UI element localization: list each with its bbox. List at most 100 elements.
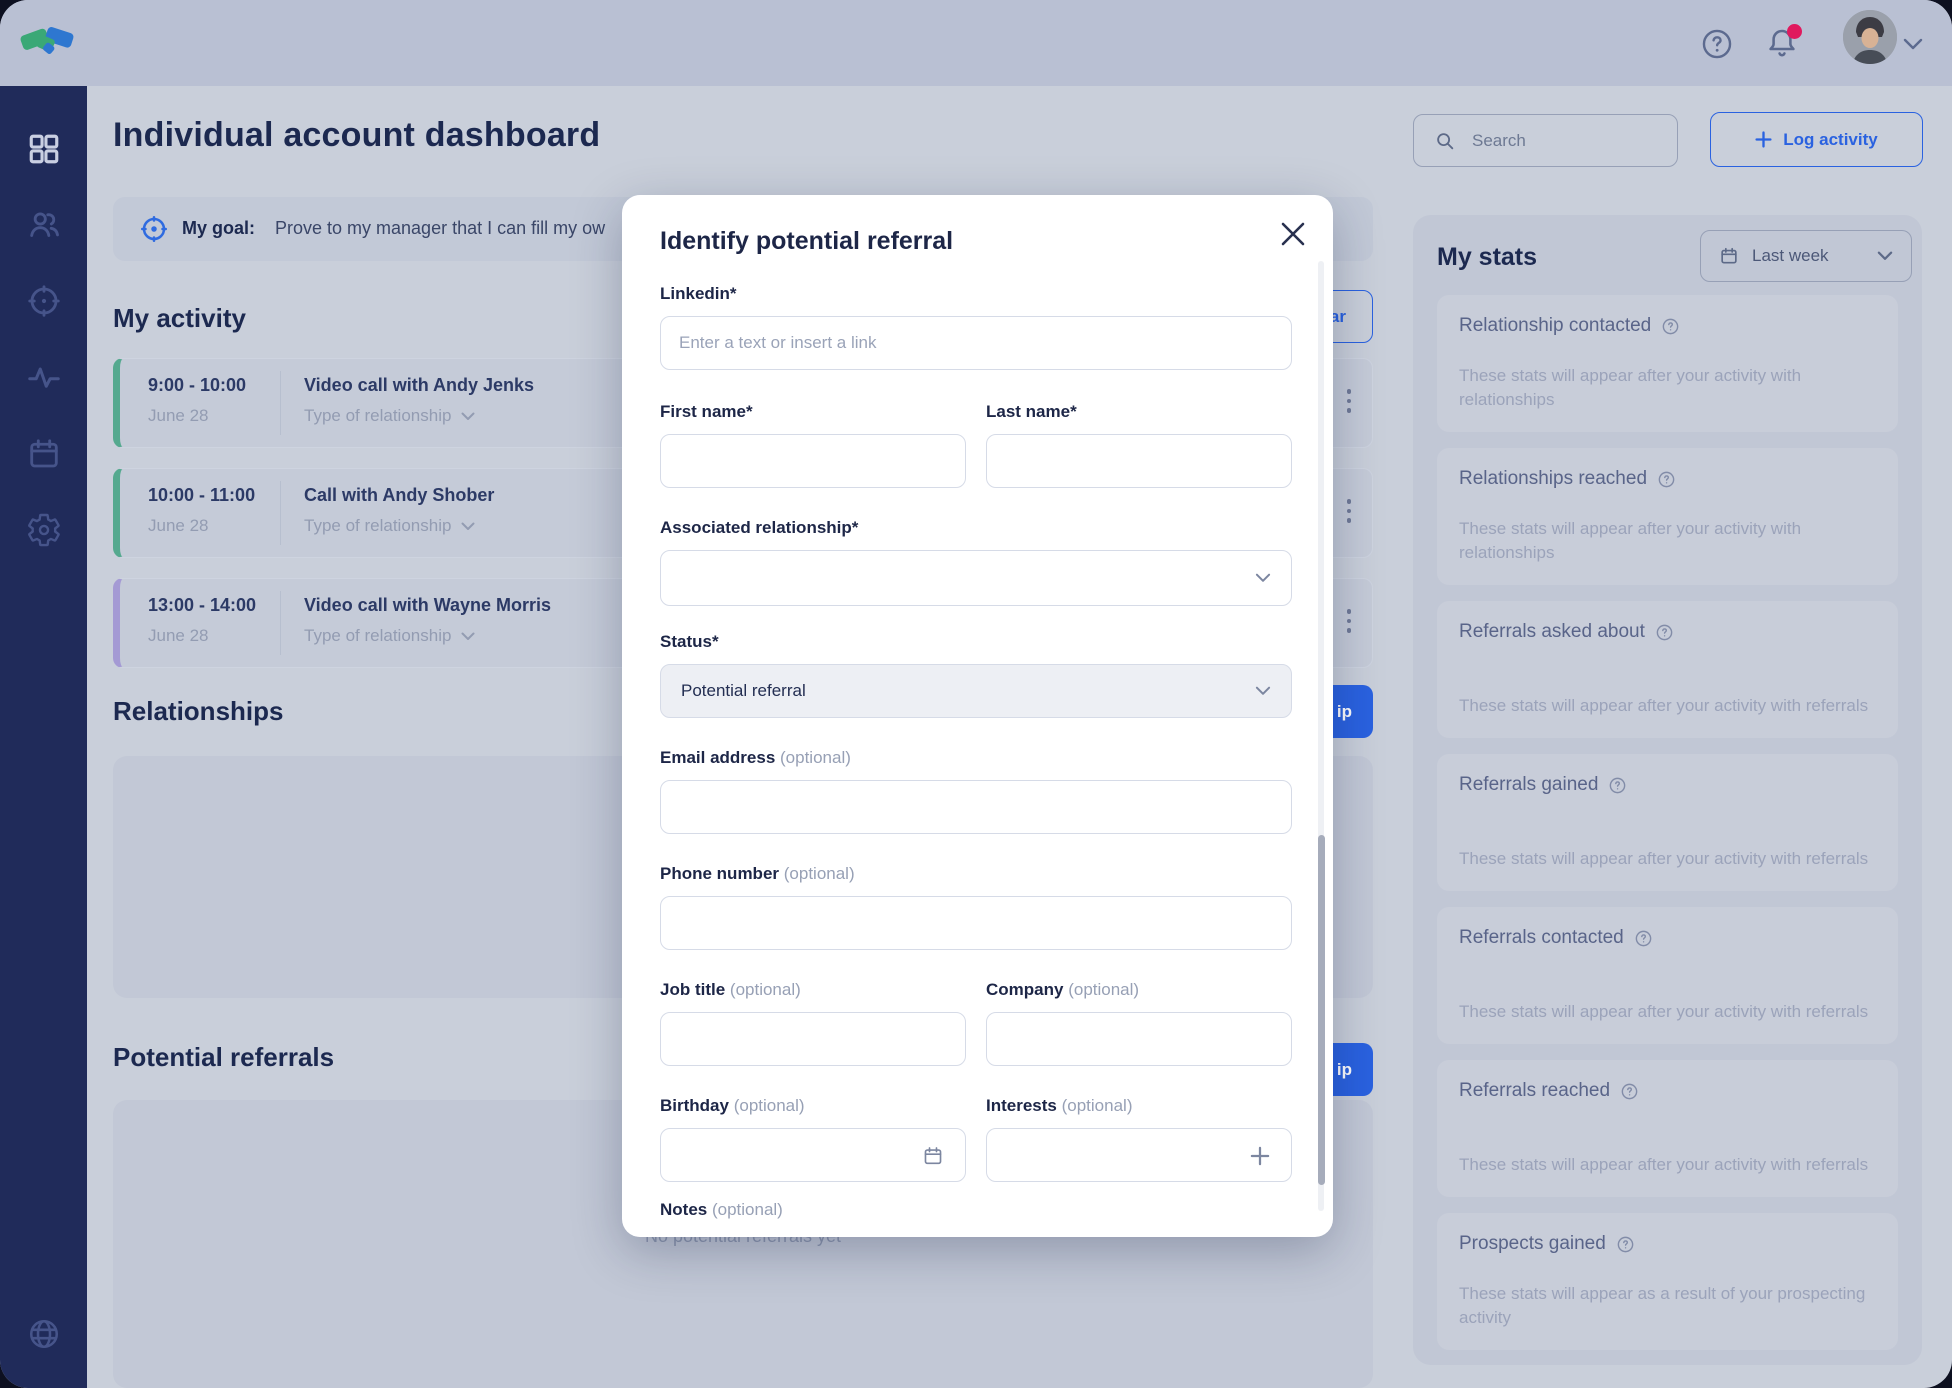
stat-description: These stats will appear after your activ… — [1459, 365, 1802, 409]
divider — [280, 591, 281, 655]
chevron-down-icon — [1255, 573, 1271, 582]
stat-title: Referrals asked about — [1459, 621, 1645, 642]
company-input[interactable] — [986, 1012, 1292, 1066]
calendar-icon — [30, 439, 58, 468]
calendar-icon[interactable] — [922, 1145, 944, 1167]
activity-title: Video call with Wayne Morris — [304, 595, 552, 615]
pulse-icon — [28, 367, 60, 388]
status-select[interactable]: Potential referral — [660, 664, 1292, 718]
job-title-input[interactable] — [660, 1012, 966, 1066]
stat-card: Prospects gained These stats will appear… — [1437, 1213, 1898, 1350]
log-activity-button[interactable]: Log activity — [1710, 112, 1923, 167]
sidebar-item-dashboard[interactable] — [26, 131, 62, 167]
sidebar-item-relationships[interactable] — [26, 207, 62, 243]
notes-label: Notes (optional) — [660, 1200, 783, 1219]
avatar[interactable] — [1843, 10, 1897, 64]
type-of-relationship-dropdown[interactable]: Type of relationship — [304, 516, 475, 536]
add-relationship-button-label: ip — [1336, 701, 1352, 721]
first-name-input[interactable] — [660, 434, 966, 488]
sidebar-item-activity[interactable] — [26, 360, 62, 396]
email-input[interactable] — [660, 780, 1292, 834]
divider — [280, 481, 281, 545]
company-label: Company (optional) — [986, 980, 1140, 999]
modal-scrollbar-track[interactable] — [1318, 261, 1324, 1211]
last-name-input[interactable] — [986, 434, 1292, 488]
phone-input[interactable] — [660, 896, 1292, 950]
goal-label: My goal: — [182, 218, 256, 238]
sidebar-nav — [0, 86, 87, 1388]
help-icon[interactable] — [1655, 623, 1674, 642]
potential-referrals-heading: Potential referrals — [113, 1042, 335, 1072]
identify-potential-referral-modal: Identify potential referral Linkedin* Fi… — [622, 195, 1333, 1237]
close-icon[interactable] — [1278, 219, 1308, 249]
interests-label: Interests (optional) — [986, 1096, 1133, 1115]
help-icon[interactable] — [1616, 1235, 1635, 1254]
my-stats-panel: My stats Last week Relationship contacte… — [1413, 215, 1922, 1365]
handshake-logo-icon[interactable] — [18, 20, 76, 66]
help-icon[interactable] — [1620, 1082, 1639, 1101]
stat-title: Referrals contacted — [1459, 927, 1624, 948]
stats-range-label: Last week — [1752, 246, 1829, 265]
log-activity-label: Log activity — [1783, 129, 1878, 149]
top-bar — [0, 0, 1952, 86]
chevron-down-icon — [1255, 686, 1271, 695]
divider — [280, 371, 281, 435]
type-label: Type of relationship — [304, 626, 452, 645]
linkedin-label: Linkedin* — [660, 284, 737, 303]
grid-icon — [29, 134, 59, 164]
stat-title: Relationship contacted — [1459, 315, 1652, 336]
stat-card: Referrals asked about These stats will a… — [1437, 601, 1898, 738]
notification-badge — [1787, 24, 1802, 39]
stats-range-select[interactable]: Last week — [1700, 230, 1912, 282]
activity-time: 13:00 - 14:00 — [148, 595, 257, 615]
activity-time: 10:00 - 11:00 — [148, 485, 256, 505]
birthday-input[interactable] — [660, 1128, 966, 1182]
globe-icon — [29, 1319, 59, 1349]
stat-description: These stats will appear after your activ… — [1459, 1154, 1869, 1174]
account-menu-chevron-icon[interactable] — [1900, 36, 1926, 52]
search-box — [1413, 114, 1678, 167]
type-of-relationship-dropdown[interactable]: Type of relationship — [304, 406, 475, 426]
notifications-bell[interactable] — [1764, 24, 1804, 64]
interests-input[interactable] — [986, 1128, 1292, 1182]
gear-icon — [28, 513, 60, 547]
activity-date: June 28 — [148, 516, 209, 535]
target-icon — [28, 285, 60, 317]
modal-scrollbar-thumb[interactable] — [1318, 835, 1325, 1185]
stat-card: Referrals contacted These stats will app… — [1437, 907, 1898, 1044]
sidebar-item-settings[interactable] — [26, 512, 62, 548]
stat-title: Prospects gained — [1459, 1233, 1606, 1254]
stat-description: These stats will appear after your activ… — [1459, 518, 1802, 562]
search-input[interactable] — [1470, 129, 1644, 152]
modal-title: Identify potential referral — [660, 227, 954, 255]
activity-menu-kebab-icon[interactable] — [1337, 609, 1361, 633]
stat-title: Relationships reached — [1459, 468, 1648, 489]
type-of-relationship-dropdown[interactable]: Type of relationship — [304, 626, 475, 646]
calendar-button-label: ar — [1329, 306, 1346, 326]
help-icon[interactable] — [1700, 27, 1734, 61]
sidebar-item-language[interactable] — [26, 1316, 62, 1352]
help-icon[interactable] — [1634, 929, 1653, 948]
goal-target-icon — [141, 216, 167, 242]
help-icon[interactable] — [1661, 317, 1680, 336]
associated-relationship-select[interactable] — [660, 550, 1292, 606]
linkedin-input[interactable] — [660, 316, 1292, 370]
activity-date: June 28 — [148, 626, 209, 645]
sidebar-item-calendar[interactable] — [26, 436, 62, 472]
activity-title: Video call with Andy Jenks — [304, 375, 535, 395]
type-label: Type of relationship — [304, 406, 452, 425]
sidebar-item-goals[interactable] — [26, 283, 62, 319]
stat-description: These stats will appear after your activ… — [1459, 848, 1869, 868]
plus-icon[interactable] — [1250, 1146, 1270, 1166]
help-icon[interactable] — [1657, 470, 1676, 489]
stat-card: Referrals gained These stats will appear… — [1437, 754, 1898, 891]
activity-menu-kebab-icon[interactable] — [1337, 499, 1361, 523]
activity-menu-kebab-icon[interactable] — [1337, 389, 1361, 413]
stat-card: Relationships reached These stats will a… — [1437, 448, 1898, 585]
help-icon[interactable] — [1608, 776, 1627, 795]
last-name-label: Last name* — [986, 402, 1077, 421]
page-title: Individual account dashboard — [113, 116, 601, 154]
my-activity-heading: My activity — [113, 303, 246, 333]
birthday-label: Birthday (optional) — [660, 1096, 805, 1115]
